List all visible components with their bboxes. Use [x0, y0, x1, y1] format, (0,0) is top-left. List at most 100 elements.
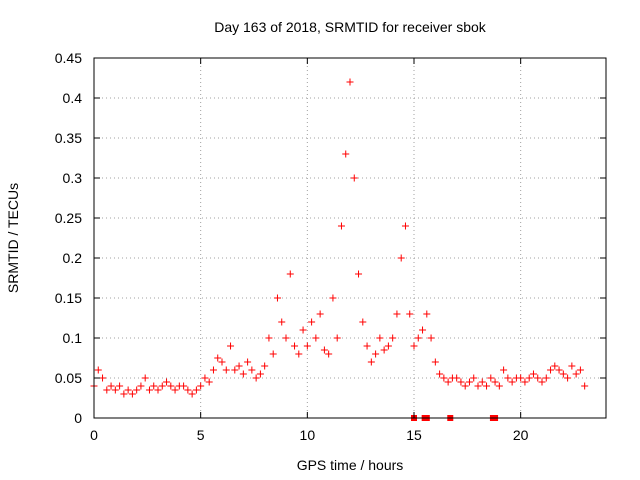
data-point	[436, 370, 444, 378]
data-point	[154, 386, 162, 394]
data-point	[521, 378, 529, 386]
data-point	[308, 318, 316, 326]
data-point	[239, 370, 247, 378]
y-tick-label: 0.3	[63, 170, 83, 186]
y-tick-label: 0.4	[63, 90, 83, 106]
x-tick-label: 10	[300, 427, 316, 443]
data-point	[568, 362, 576, 370]
data-point	[235, 362, 243, 370]
data-point	[372, 350, 380, 358]
data-point	[137, 382, 145, 390]
data-point	[222, 366, 230, 374]
data-point	[261, 362, 269, 370]
data-point	[559, 370, 567, 378]
data-point	[380, 346, 388, 354]
data-point	[120, 390, 128, 398]
data-point	[265, 334, 273, 342]
data-point	[406, 310, 414, 318]
y-tick-label: 0.45	[55, 50, 82, 66]
data-point	[158, 382, 166, 390]
data-point	[184, 386, 192, 394]
data-point	[128, 390, 136, 398]
data-point	[107, 382, 115, 390]
y-tick-label: 0.2	[63, 250, 83, 266]
data-point	[278, 318, 286, 326]
chart-title: Day 163 of 2018, SRMTID for receiver sbo…	[214, 19, 487, 35]
data-point	[534, 374, 542, 382]
data-point	[227, 342, 235, 350]
data-point	[273, 294, 281, 302]
data-point	[346, 78, 354, 86]
data-point	[325, 350, 333, 358]
y-axis-label: SRMTID / TECUs	[5, 183, 21, 293]
data-point	[141, 374, 149, 382]
y-tick-label: 0.05	[55, 370, 82, 386]
data-point	[312, 334, 320, 342]
data-point	[116, 382, 124, 390]
data-point	[355, 270, 363, 278]
data-point	[359, 318, 367, 326]
data-point	[500, 366, 508, 374]
data-point	[248, 366, 256, 374]
data-point	[397, 254, 405, 262]
data-point	[487, 374, 495, 382]
grid-lines	[94, 58, 606, 418]
data-point	[555, 366, 563, 374]
data-point	[94, 366, 102, 374]
data-point	[495, 382, 503, 390]
data-point	[303, 342, 311, 350]
data-point	[474, 382, 482, 390]
y-tick-label: 0.1	[63, 330, 83, 346]
data-point	[329, 294, 337, 302]
data-point	[517, 374, 525, 382]
data-point	[538, 378, 546, 386]
data-point	[551, 362, 559, 370]
data-point	[256, 370, 264, 378]
y-tick-label: 0.35	[55, 130, 82, 146]
data-point	[244, 358, 252, 366]
data-point	[525, 374, 533, 382]
data-point	[478, 378, 486, 386]
y-tick-labels: 0 0.05 0.1 0.15 0.2 0.25 0.3 0.35 0.4 0.45	[55, 50, 82, 426]
data-point	[542, 374, 550, 382]
data-point	[491, 378, 499, 386]
data-point	[465, 378, 473, 386]
data-point	[231, 366, 239, 374]
data-point	[269, 350, 277, 358]
data-point	[295, 350, 303, 358]
data-point	[111, 386, 119, 394]
data-point	[572, 370, 580, 378]
data-point	[389, 334, 397, 342]
data-point	[504, 374, 512, 382]
data-points	[90, 78, 589, 398]
data-point	[133, 386, 141, 394]
data-point	[470, 374, 478, 382]
data-point	[529, 370, 537, 378]
data-point	[427, 334, 435, 342]
data-point	[410, 342, 418, 350]
y-tick-label: 0.15	[55, 290, 82, 306]
data-point	[209, 366, 217, 374]
data-point	[150, 382, 158, 390]
x-tick-label: 15	[406, 427, 422, 443]
data-point	[337, 222, 345, 230]
data-point	[333, 334, 341, 342]
data-point	[218, 358, 226, 366]
x-axis-label: GPS time / hours	[297, 457, 404, 473]
data-point	[180, 382, 188, 390]
data-point	[201, 374, 209, 382]
data-point	[384, 342, 392, 350]
data-point	[419, 326, 427, 334]
x-tick-label: 20	[513, 427, 529, 443]
data-point	[440, 374, 448, 382]
data-point	[188, 390, 196, 398]
data-point	[431, 358, 439, 366]
data-point	[564, 374, 572, 382]
data-point	[483, 382, 491, 390]
data-point	[363, 342, 371, 350]
data-point	[103, 386, 111, 394]
data-point	[508, 378, 516, 386]
data-point	[205, 378, 213, 386]
data-point	[367, 358, 375, 366]
